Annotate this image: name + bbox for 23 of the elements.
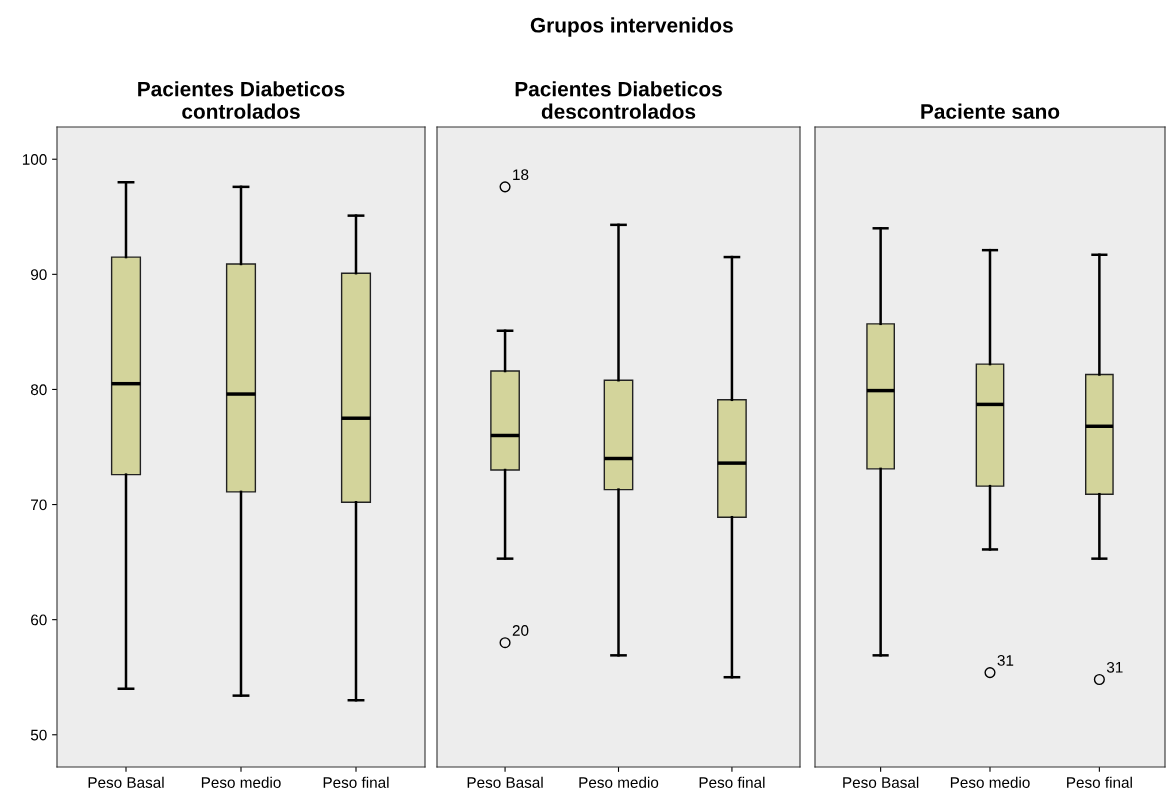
y-tick-label: 70	[31, 499, 47, 511]
y-tick-label: 90	[31, 269, 47, 281]
annotation: 31	[997, 655, 1014, 666]
annotation: 31	[1106, 661, 1123, 673]
text: Grupos intervenidos	[530, 17, 733, 37]
x-tick-label: Peso Basal	[88, 776, 164, 788]
x-tick-label: Peso Basal	[467, 776, 543, 788]
annotation: 18	[513, 169, 529, 181]
x-tick-label: Peso medio	[950, 776, 1030, 788]
x-tick-label: Peso medio	[201, 776, 281, 788]
chart-title: Pacientes Diabeticos descontrolados	[515, 81, 722, 119]
annotation: 20	[512, 625, 529, 636]
x-tick-label: Peso medio	[579, 776, 659, 788]
y-tick-label: 50	[30, 729, 47, 741]
x-tick-label: Peso Basal	[843, 776, 919, 788]
x-tick-label: Peso final	[699, 776, 765, 788]
y-tick-label: 60	[31, 614, 47, 626]
chart-title: Pacientes Diabeticos controlados	[138, 81, 345, 119]
x-tick-label: Peso final	[323, 776, 389, 788]
chart-title: Paciente sano	[921, 103, 1060, 119]
x-tick-label: Peso final	[1067, 776, 1132, 788]
y-tick-label: 100	[22, 154, 47, 165]
y-tick-label: 80	[30, 384, 47, 396]
